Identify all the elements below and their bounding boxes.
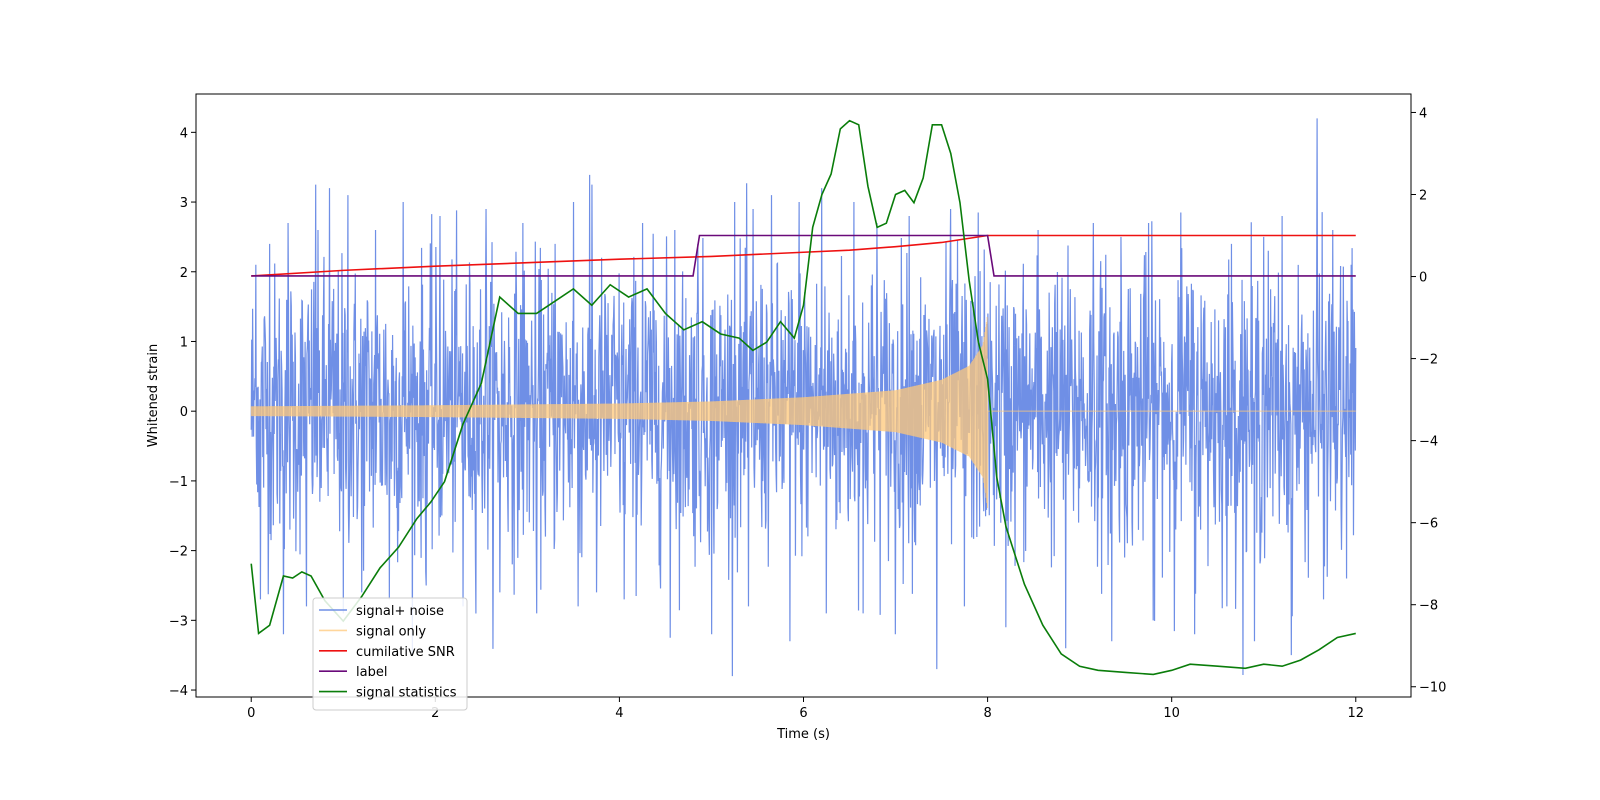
x-tick-label: 8: [983, 706, 991, 721]
legend-entry: signal+ noise: [356, 604, 444, 619]
series-signal-only: [250, 316, 1356, 508]
x-tick-label: 6: [799, 706, 807, 721]
series-cumilative-snr: [251, 234, 1356, 277]
y2-tick-label: −4: [1419, 435, 1438, 450]
legend-entry: signal statistics: [356, 686, 457, 701]
y2-tick-label: 4: [1419, 106, 1427, 121]
x-tick-label: 0: [247, 706, 255, 721]
y-tick-label: 0: [180, 405, 188, 420]
x-tick-label: 2: [431, 706, 439, 721]
legend-entry: signal only: [356, 624, 426, 639]
y-tick-label: −4: [169, 684, 188, 699]
y-axis-label: Whitened strain: [146, 344, 161, 447]
y-tick-label: 1: [180, 335, 188, 350]
y2-tick-label: 0: [1419, 271, 1427, 286]
y2-tick-label: −10: [1419, 681, 1446, 696]
legend-entry: cumilative SNR: [356, 645, 455, 660]
y-tick-label: −3: [169, 614, 188, 629]
y-tick-label: 2: [180, 266, 188, 281]
legend-box: [312, 597, 468, 711]
legend: signal+ noise signal only cumilative SNR la…: [312, 597, 468, 711]
plot-area: [250, 118, 1357, 677]
y-tick-label: 3: [180, 196, 188, 211]
series-label: [251, 234, 1356, 277]
y-tick-label: −2: [169, 545, 188, 560]
y2-tick-label: −2: [1419, 353, 1438, 368]
x-tick-label: 12: [1347, 706, 1364, 721]
legend-entry: label: [356, 665, 387, 680]
y-tick-label: 4: [180, 126, 188, 141]
y2-tick-label: −8: [1419, 599, 1438, 614]
y2-tick-label: −6: [1419, 517, 1438, 532]
series-signal-statistics: [250, 119, 1356, 676]
x-tick-label: 4: [615, 706, 623, 721]
x-tick-label: 10: [1163, 706, 1180, 721]
x-axis-label: Time (s): [776, 727, 830, 742]
y2-tick-label: 2: [1419, 189, 1427, 204]
y-tick-label: −1: [169, 475, 188, 490]
